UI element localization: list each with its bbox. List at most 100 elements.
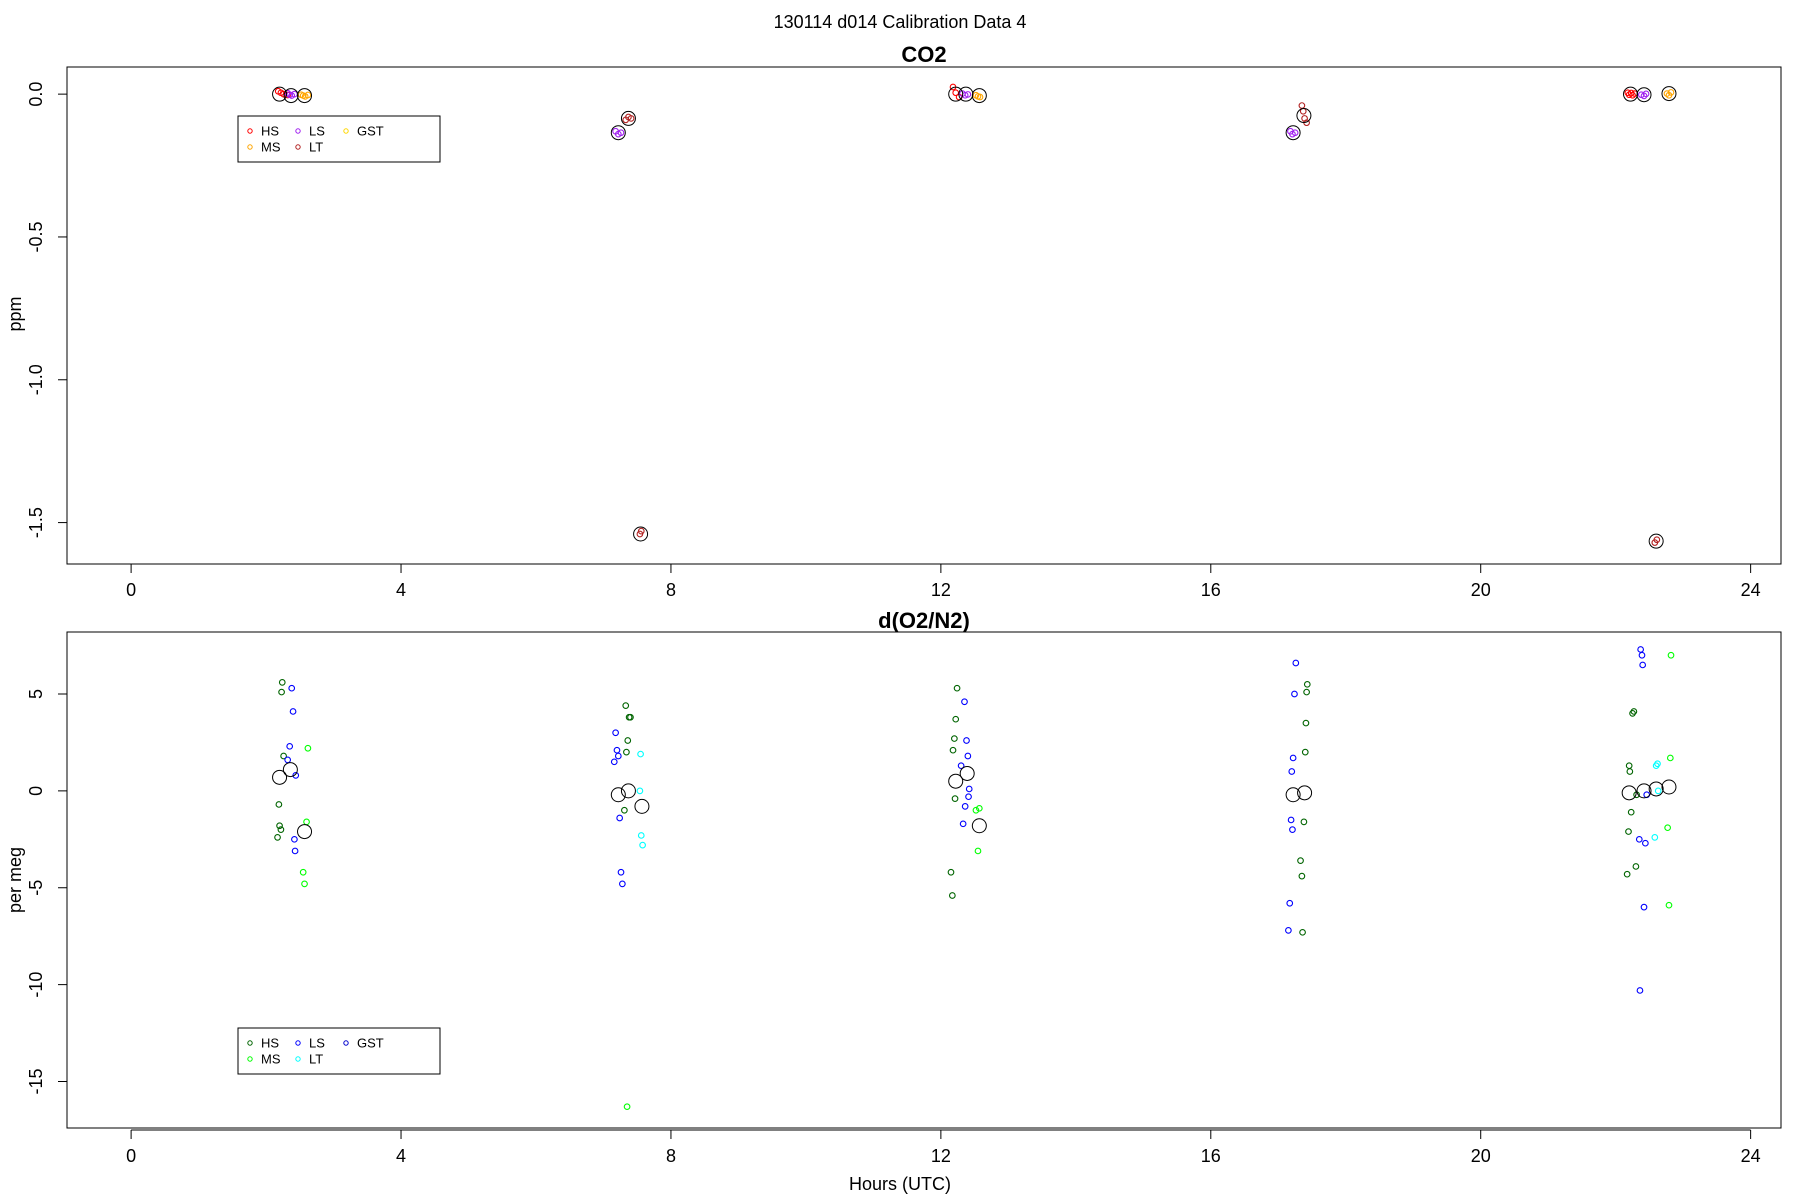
- o2n2-point-ls: [965, 793, 972, 801]
- o2n2-legend-marker-lt: [295, 1056, 301, 1062]
- co2-mean-marker: [620, 110, 636, 126]
- o2n2-mean-marker: [297, 824, 313, 840]
- co2-legend-label-gst: GST: [357, 124, 384, 139]
- o2n2-point-ls: [1285, 927, 1292, 934]
- o2n2-point-ls: [1286, 899, 1294, 907]
- o2n2-point-hs: [1625, 828, 1632, 835]
- o2n2-point-hs: [278, 688, 285, 696]
- o2n2-legend-label-ls: LS: [309, 1036, 325, 1051]
- o2n2-point-ls: [1637, 646, 1644, 653]
- o2n2-point-lt: [637, 832, 645, 839]
- co2-legend-marker-lt: [295, 144, 301, 150]
- o2n2-legend-label-gst: GST: [357, 1036, 384, 1051]
- o2n2-mean-marker: [272, 769, 288, 785]
- o2n2-point-hs: [627, 713, 634, 721]
- o2n2-mean-marker: [1297, 785, 1313, 801]
- co2-point-ms: [1667, 89, 1675, 96]
- o2n2-x-tick-label: 24: [1741, 1146, 1761, 1166]
- o2n2-point-ls: [286, 742, 294, 750]
- o2n2-y-tick-label: 0: [26, 786, 46, 796]
- o2n2-point-ls: [289, 708, 297, 715]
- co2-point-hs: [1629, 91, 1636, 99]
- o2n2-point-hs: [1627, 808, 1635, 816]
- o2n2-point-ls: [613, 746, 621, 754]
- o2n2-y-axis-label: per meg: [5, 847, 25, 913]
- o2n2-point-ls: [1640, 903, 1648, 911]
- co2-y-tick-label: -0.5: [26, 221, 46, 252]
- o2n2-point-hs: [1630, 708, 1638, 715]
- o2n2-point-hs: [623, 748, 630, 756]
- co2-point-lt: [637, 527, 645, 535]
- o2n2-mean-marker: [1661, 779, 1677, 795]
- o2n2-legend-marker-ls: [295, 1040, 301, 1046]
- o2n2-point-ls: [614, 752, 622, 760]
- o2n2-point-ms: [299, 868, 307, 876]
- o2n2-y-tick-label: -15: [26, 1068, 46, 1094]
- o2n2-x-tick-label: 12: [931, 1146, 951, 1166]
- o2n2-point-ls: [291, 835, 298, 843]
- co2-mean-marker: [1648, 533, 1664, 549]
- o2n2-point-hs: [1302, 719, 1310, 727]
- o2n2-point-hs: [1303, 680, 1311, 688]
- o2n2-mean-marker: [634, 798, 650, 814]
- co2-mean-marker: [948, 86, 964, 102]
- o2n2-x-tick-label: 8: [666, 1146, 676, 1166]
- o2n2-point-ls: [1289, 754, 1297, 762]
- co2-x-tick-label: 24: [1741, 580, 1761, 600]
- o2n2-point-lt: [1651, 834, 1659, 841]
- co2-point-ls: [617, 129, 625, 137]
- o2n2-mean-marker: [959, 765, 975, 781]
- o2n2-panel-title: d(O2/N2): [878, 608, 970, 633]
- o2n2-point-hs: [276, 822, 283, 830]
- o2n2-point-ls: [957, 762, 965, 770]
- o2n2-y-tick-label: -10: [26, 972, 46, 998]
- o2n2-point-ms: [1666, 754, 1674, 762]
- o2n2-point-hs: [1623, 870, 1631, 878]
- o2n2-mean-marker: [948, 773, 964, 789]
- o2n2-point-ms: [301, 880, 308, 888]
- o2n2-point-ls: [619, 880, 626, 888]
- o2n2-y-tick-label: -5: [26, 880, 46, 896]
- o2n2-legend-marker-hs: [247, 1040, 253, 1046]
- o2n2-point-ms: [975, 804, 983, 812]
- figure-suptitle: 130114 d014 Calibration Data 4: [774, 12, 1027, 32]
- o2n2-point-ls: [610, 758, 618, 766]
- o2n2-mean-marker: [1621, 785, 1637, 801]
- o2n2-point-lt: [1654, 787, 1662, 795]
- o2n2-point-hs: [1300, 818, 1308, 826]
- o2n2-point-hs: [951, 795, 959, 802]
- o2n2-x-tick-label: 4: [396, 1146, 406, 1166]
- o2n2-point-hs: [951, 735, 958, 742]
- co2-mean-marker: [1636, 87, 1652, 103]
- o2n2-point-ls: [1638, 651, 1646, 659]
- o2n2-mean-marker: [1648, 781, 1664, 797]
- o2n2-point-ls: [1636, 987, 1644, 994]
- o2n2-point-hs: [280, 752, 287, 760]
- o2n2-legend-marker-gst: [343, 1040, 349, 1046]
- co2-x-tick-label: 20: [1471, 580, 1491, 600]
- o2n2-legend-label-ms: MS: [261, 1052, 281, 1067]
- o2n2-point-lt: [1654, 760, 1661, 768]
- co2-mean-marker: [610, 125, 626, 141]
- co2-mean-marker: [297, 88, 313, 104]
- o2n2-point-ls: [965, 785, 973, 793]
- o2n2-point-ms: [623, 1103, 631, 1111]
- o2n2-point-hs: [1632, 863, 1640, 870]
- co2-mean-marker: [971, 88, 987, 104]
- o2n2-point-hs: [278, 679, 286, 686]
- o2n2-point-ls: [1639, 661, 1647, 669]
- o2n2-x-tick-label: 0: [126, 1146, 136, 1166]
- o2n2-point-hs: [274, 834, 281, 841]
- o2n2-point-ms: [303, 818, 310, 826]
- o2n2-x-tick-label: 16: [1201, 1146, 1221, 1166]
- co2-point-lt: [1653, 536, 1661, 544]
- o2n2-point-hs: [275, 801, 283, 808]
- o2n2-mean-marker: [282, 762, 298, 778]
- o2n2-point-ls: [961, 803, 969, 810]
- co2-mean-marker: [1296, 108, 1312, 124]
